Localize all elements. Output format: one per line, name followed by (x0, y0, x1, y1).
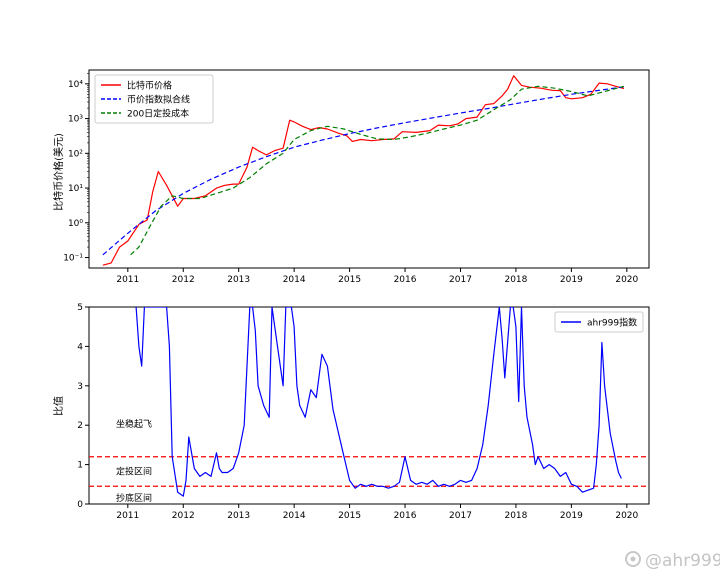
watermark-text: @ahr999 (645, 551, 720, 571)
legend-label: 200日定投成本 (127, 108, 189, 120)
y-tick-label: 10³ (68, 115, 83, 125)
x-tick-label: 2014 (283, 275, 306, 285)
y-tick-label: 10⁰ (68, 219, 83, 229)
x-tick-label: 2013 (227, 511, 250, 521)
legend-label: 比特币价格 (127, 80, 172, 92)
x-tick-label: 2012 (172, 275, 195, 285)
ratio-legend: ahr999指数 (554, 311, 644, 333)
x-tick-label: 2015 (338, 511, 361, 521)
y-tick-label: 10² (68, 149, 83, 159)
y-tick-label: 5 (77, 303, 83, 313)
x-tick-label: 2020 (615, 275, 638, 285)
x-tick-label: 2016 (394, 511, 417, 521)
price-axis-ticks: 2011 2012 2013 2014 2015 2016 2017 2018 2019 2020… (63, 73, 639, 285)
x-tick-label: 2012 (172, 511, 195, 521)
x-tick-label: 2011 (116, 275, 139, 285)
x-tick-label: 2015 (338, 275, 361, 285)
x-tick-label: 2019 (560, 511, 583, 521)
y-tick-label: 3 (77, 382, 83, 392)
x-tick-label: 2016 (394, 275, 417, 285)
legend-label: 币价指数拟合线 (127, 94, 190, 106)
x-tick-label: 2020 (615, 511, 638, 521)
x-tick-label: 2018 (504, 511, 527, 521)
y-tick-label: 2 (77, 421, 83, 431)
weibo-logo-icon (625, 551, 641, 567)
x-tick-label: 2018 (504, 275, 527, 285)
legend-box (94, 74, 214, 124)
y-tick-label: 10⁻¹ (63, 254, 83, 264)
ratio-chart: 2011 2012 2013 2014 2015 2016 2017 2018 2019 2020… (52, 303, 650, 521)
y-tick-label: 0 (77, 500, 83, 510)
y-tick-label: 10⁴ (68, 80, 83, 90)
legend-label: ahr999指数 (587, 317, 637, 329)
legend-box (554, 311, 644, 333)
annotation-label: 定投区间 (116, 466, 152, 478)
x-tick-label: 2011 (116, 511, 139, 521)
weibo-logo-dot (630, 556, 636, 562)
series-line-1 (102, 86, 625, 256)
x-tick-label: 2017 (449, 511, 472, 521)
y-tick-label: 1 (77, 461, 83, 471)
series-line-2 (130, 85, 625, 256)
watermark: @ahr999 (625, 551, 720, 571)
ratio-axis-ticks: 2011 2012 2013 2014 2015 2016 2017 2018 2019 2020… (77, 303, 638, 521)
ratio-y-axis-label: 比值 (52, 396, 65, 416)
y-tick-label: 10¹ (68, 184, 83, 194)
x-tick-label: 2019 (560, 275, 583, 285)
price-chart: 2011 2012 2013 2014 2015 2016 2017 2018 2019 2020… (52, 69, 650, 285)
series-line-0 (135, 307, 622, 497)
series-line-0 (102, 75, 625, 266)
ratio-plot-area (88, 306, 650, 505)
price-series (102, 75, 625, 266)
price-y-axis-label: 比特币价格(美元) (52, 133, 65, 211)
x-tick-label: 2014 (283, 511, 306, 521)
x-tick-label: 2017 (449, 275, 472, 285)
annotation-label: 抄底区间 (116, 492, 152, 504)
x-tick-label: 2013 (227, 275, 250, 285)
annotation-label: 坐稳起飞 (116, 418, 152, 430)
y-tick-label: 4 (77, 342, 83, 352)
